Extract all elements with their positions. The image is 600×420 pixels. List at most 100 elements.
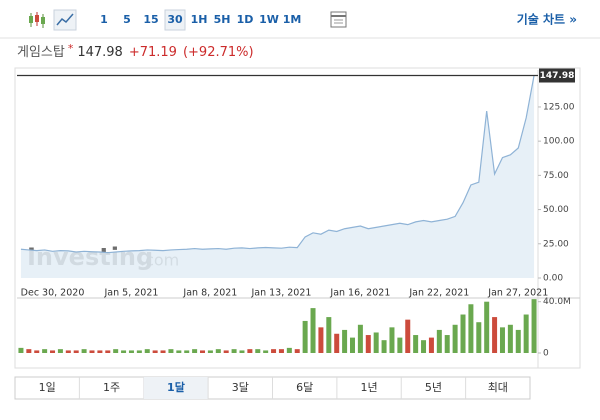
volume-bar: [373, 332, 379, 353]
y-tick-label: 0.00: [543, 274, 563, 284]
volume-bar: [136, 350, 142, 353]
volume-bar: [215, 349, 221, 353]
marker: *: [68, 42, 74, 55]
volume-bar: [515, 329, 521, 353]
volume-bar: [294, 349, 300, 353]
x-tick-label: Jan 8, 2021: [182, 288, 237, 299]
price: 147.98: [77, 45, 123, 60]
volume-bar: [476, 322, 482, 353]
volume-bar: [531, 299, 537, 353]
volume-bar: [255, 349, 261, 353]
range-button[interactable]: 5년: [425, 381, 442, 394]
volume-bar: [192, 349, 198, 353]
x-tick-label: Jan 5, 2021: [103, 288, 158, 299]
volume-bar: [507, 324, 513, 353]
volume-bar: [184, 350, 190, 353]
volume-bar: [26, 349, 32, 353]
last-price-label: 147.98: [540, 71, 575, 81]
volume-bar: [468, 304, 474, 353]
volume-bar: [381, 340, 387, 353]
quote-header: 게임스탑 * 147.98 +71.19 (+92.71%): [17, 42, 254, 60]
volume-bar: [105, 350, 111, 353]
interval-button[interactable]: 1M: [283, 13, 302, 26]
volume-bar: [523, 314, 529, 353]
x-tick-label: Jan 13, 2021: [250, 288, 311, 299]
volume-bar: [97, 350, 103, 353]
price-area: [20, 75, 535, 278]
range-button[interactable]: 1년: [361, 381, 378, 394]
volume-bar: [207, 350, 213, 353]
interval-button[interactable]: 1: [100, 13, 108, 26]
volume-bar: [357, 324, 363, 353]
y-tick-label: 100.00: [543, 137, 575, 147]
active-button-box: [164, 9, 186, 31]
y-tick-label: 125.00: [543, 102, 575, 112]
volume-bar: [326, 317, 332, 353]
volume-bar: [42, 349, 48, 353]
candle-icon[interactable]: [29, 12, 45, 28]
volume-bar: [342, 329, 348, 353]
chart-frame: [14, 67, 581, 369]
volume-bar: [89, 350, 95, 353]
interval-button[interactable]: 1D: [237, 13, 254, 26]
x-tick-label: Jan 27, 2021: [487, 288, 548, 299]
volume-bar: [73, 350, 79, 353]
active-range-box: [143, 377, 209, 399]
interval-button[interactable]: 15: [143, 13, 158, 26]
volume-bar: [499, 327, 505, 353]
volume-bar: [200, 350, 206, 353]
volume-bar: [405, 319, 411, 353]
volume-bar: [50, 350, 56, 353]
volume-bar: [128, 350, 134, 353]
volume-bar: [310, 308, 316, 353]
y-tick-label: 50.00: [543, 205, 569, 215]
price-line: [20, 75, 535, 254]
volume-bar: [452, 324, 458, 353]
volume-bar: [18, 347, 24, 353]
range-button[interactable]: 최대: [488, 381, 508, 394]
volume-bar: [278, 349, 284, 353]
interval-button[interactable]: 5H: [214, 13, 231, 26]
range-button[interactable]: 3달: [232, 381, 249, 394]
range-button[interactable]: 1일: [39, 380, 56, 394]
range-button[interactable]: 6달: [296, 381, 313, 394]
volume-bar: [81, 349, 87, 353]
interval-button[interactable]: 1H: [191, 13, 208, 26]
volume-bar: [176, 350, 182, 353]
volume-bar: [444, 335, 450, 353]
x-tick-label: Jan 22, 2021: [408, 288, 469, 299]
volume-bar: [121, 350, 127, 353]
volume-bar: [65, 350, 71, 353]
x-tick-label: Dec 30, 2020: [21, 288, 85, 299]
interval-button[interactable]: 30: [167, 13, 183, 26]
volume-bar: [413, 335, 419, 353]
stock-name: 게임스탑: [17, 45, 65, 60]
volume-bar: [34, 350, 40, 353]
x-tick-label: Jan 16, 2021: [329, 288, 390, 299]
volume-bar: [286, 347, 292, 353]
volume-bar: [421, 340, 427, 353]
volume-bar: [263, 350, 269, 353]
calendar-icon[interactable]: [330, 11, 347, 28]
volume-bar: [57, 349, 63, 353]
y-tick-label: 40.0M: [543, 297, 571, 307]
tech-chart-link[interactable]: 기술 차트 »: [517, 12, 577, 27]
volume-bar: [318, 327, 324, 353]
change-percent: (+92.71%): [183, 45, 254, 60]
interval-button[interactable]: 1W: [259, 13, 279, 26]
volume-bar: [397, 337, 403, 353]
volume-bar: [492, 317, 498, 353]
range-button[interactable]: 1달: [167, 381, 185, 394]
volume-bar: [168, 349, 174, 353]
volume-bar: [365, 335, 371, 353]
line-icon[interactable]: [53, 9, 77, 31]
interval-button[interactable]: 5: [123, 13, 131, 26]
last-price-box: [539, 68, 575, 83]
range-button[interactable]: 1주: [103, 381, 120, 394]
volume-bar: [349, 337, 355, 353]
volume-bar: [302, 320, 308, 353]
volume-bar: [239, 350, 245, 353]
y-tick-label: 75.00: [543, 171, 569, 181]
volume-bar: [160, 350, 166, 353]
